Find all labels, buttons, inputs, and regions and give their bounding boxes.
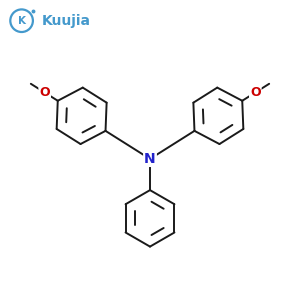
- Text: N: N: [144, 152, 156, 166]
- Text: K: K: [18, 16, 26, 26]
- Text: O: O: [39, 86, 50, 99]
- Text: O: O: [250, 86, 261, 99]
- Text: Kuujia: Kuujia: [41, 14, 91, 28]
